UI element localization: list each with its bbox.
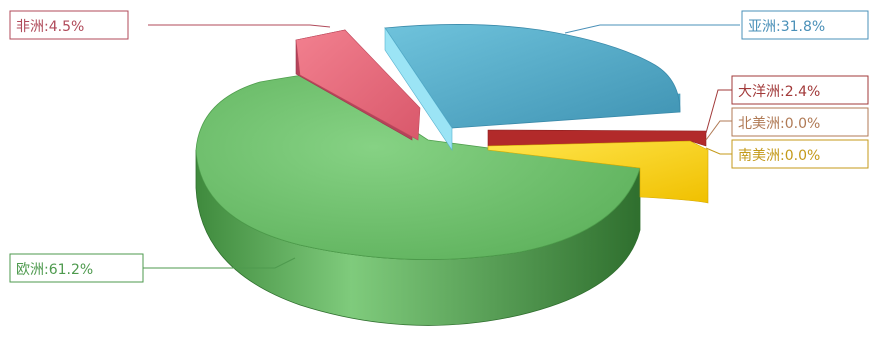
slice-europe bbox=[195, 71, 641, 260]
label-africa: 非洲:4.5% bbox=[9, 10, 129, 40]
leader-south-america bbox=[705, 147, 732, 155]
slice-africa bbox=[295, 29, 421, 141]
leader-europe bbox=[143, 257, 296, 269]
slice-asia bbox=[384, 24, 681, 129]
slice-asia-front bbox=[384, 27, 453, 151]
label-north-america-text: 北美洲:0.0% bbox=[738, 116, 820, 132]
label-asia: 亚洲:31.8% bbox=[741, 10, 869, 40]
slice-oceania bbox=[487, 129, 707, 147]
label-south-america-box bbox=[731, 139, 869, 169]
leader-north-america bbox=[705, 120, 732, 141]
label-south-america: 南美洲:0.0% bbox=[731, 139, 869, 169]
leader-oceania bbox=[705, 89, 732, 134]
label-asia-box bbox=[741, 10, 869, 40]
label-africa-text: 非洲:4.5% bbox=[16, 19, 84, 35]
slice-south-america bbox=[487, 140, 709, 204]
label-oceania: 大洋洲:2.4% bbox=[731, 75, 869, 105]
label-oceania-text: 大洋洲:2.4% bbox=[738, 84, 820, 100]
label-oceania-box bbox=[731, 75, 869, 105]
label-europe-box bbox=[9, 253, 144, 283]
label-asia-text: 亚洲:31.8% bbox=[748, 19, 825, 35]
label-europe-text: 欧洲:61.2% bbox=[16, 262, 93, 278]
leader-asia bbox=[564, 24, 740, 34]
label-south-america-text: 南美洲:0.0% bbox=[738, 148, 820, 164]
label-africa-box bbox=[9, 10, 129, 40]
label-north-america-box bbox=[731, 107, 869, 137]
leader-africa bbox=[148, 24, 331, 28]
label-north-america: 北美洲:0.0% bbox=[731, 107, 869, 137]
label-europe: 欧洲:61.2% bbox=[9, 253, 144, 283]
